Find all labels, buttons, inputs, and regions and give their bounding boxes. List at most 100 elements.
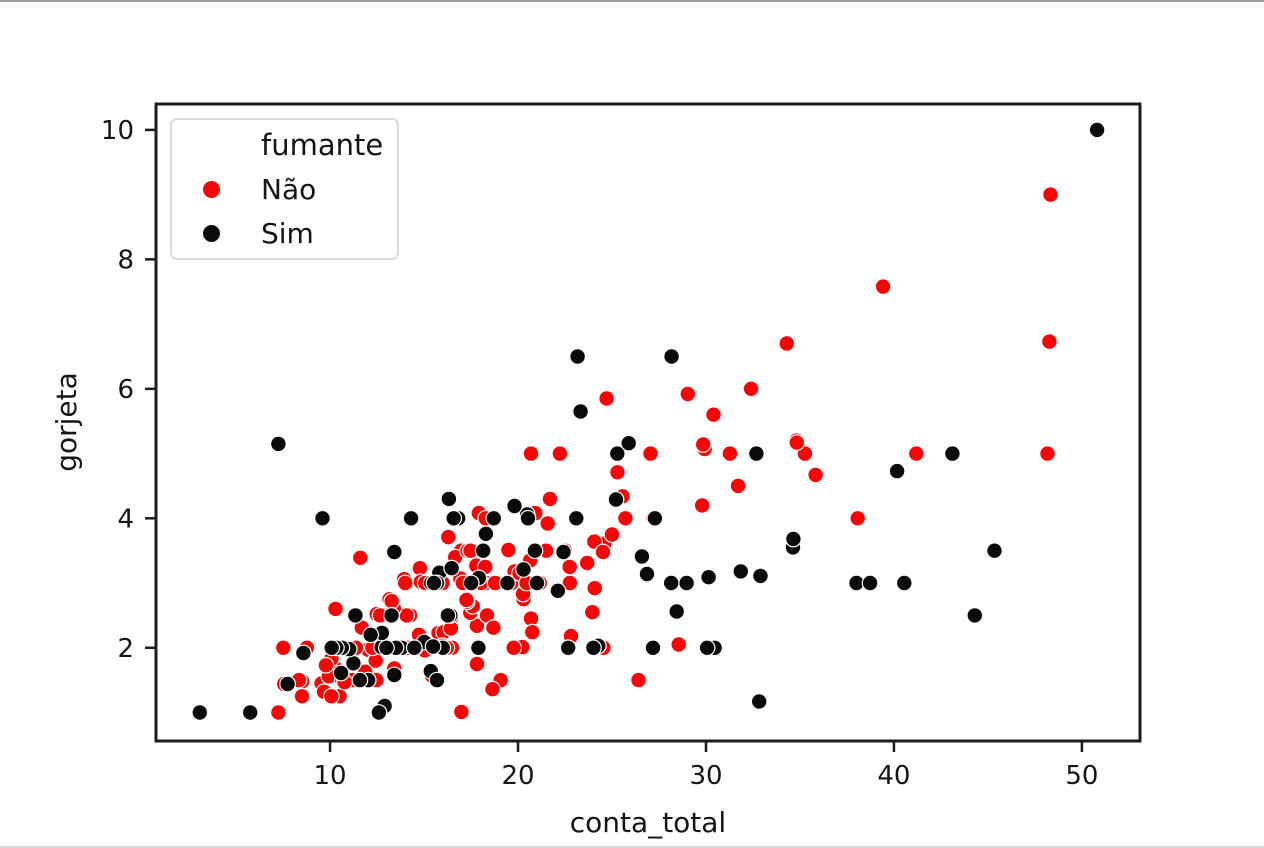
data-point (500, 541, 517, 559)
data-point (1042, 186, 1059, 204)
x-axis-label: conta_total (570, 806, 726, 839)
x-tick-label: 20 (501, 761, 534, 791)
legend-title: fumante (261, 128, 384, 162)
data-point (569, 348, 586, 365)
data-point (752, 567, 769, 585)
data-point (668, 603, 686, 620)
data-point (874, 278, 892, 296)
data-point (462, 574, 480, 592)
data-point (191, 704, 209, 721)
data-point (295, 644, 312, 662)
x-tick-label: 30 (689, 761, 722, 791)
data-point (861, 574, 879, 592)
data-point (678, 574, 695, 592)
data-point (505, 639, 523, 657)
data-point (506, 497, 523, 515)
data-points (191, 121, 1106, 721)
data-point (385, 666, 403, 684)
data-point (440, 490, 458, 508)
data-point (474, 542, 492, 560)
data-point (405, 639, 423, 657)
data-point (468, 617, 486, 635)
data-point (523, 623, 541, 641)
data-point (732, 563, 750, 580)
data-point (515, 561, 532, 578)
data-point (323, 687, 340, 705)
data-point (347, 607, 364, 624)
data-point (785, 530, 802, 548)
data-point (662, 574, 680, 592)
data-point (519, 509, 537, 527)
data-point (679, 385, 697, 403)
data-point (522, 445, 540, 463)
data-point (663, 348, 680, 365)
data-point (539, 515, 557, 532)
data-point (698, 639, 716, 657)
data-point (585, 639, 602, 657)
x-tick-label: 40 (877, 761, 910, 791)
data-point (895, 574, 913, 592)
data-point (603, 526, 621, 543)
bottom-edge-artifact (0, 846, 1264, 848)
x-tick-label: 50 (1065, 761, 1098, 791)
plot-area (154, 102, 1142, 743)
data-point (351, 671, 369, 689)
data-point (807, 466, 824, 484)
data-point (428, 671, 446, 689)
y-axis-label: gorjeta (50, 372, 83, 472)
data-point (849, 509, 867, 527)
data-point (551, 445, 569, 463)
data-point (705, 406, 722, 424)
data-point (1088, 121, 1106, 139)
data-point (402, 509, 420, 527)
y-tick-label: 10 (101, 116, 134, 146)
y-tick-label: 2 (117, 634, 134, 664)
data-point (630, 671, 647, 689)
data-point (608, 445, 626, 463)
data-point (439, 528, 457, 546)
data-point (646, 509, 664, 527)
data-point (458, 591, 475, 609)
data-point (383, 592, 401, 610)
data-point (468, 655, 486, 673)
data-point (620, 434, 638, 452)
data-point (598, 390, 615, 407)
data-point (721, 445, 739, 463)
top-edge-artifact (0, 0, 1264, 2)
data-point (607, 491, 625, 508)
data-point (499, 574, 516, 592)
data-point (549, 582, 567, 600)
y-tick-label: 4 (117, 504, 134, 534)
data-point (567, 509, 585, 527)
data-point (362, 626, 380, 644)
legend-entry-nao: Não (172, 167, 397, 211)
data-point (1040, 333, 1058, 351)
data-point (270, 435, 287, 453)
data-point (351, 549, 369, 567)
legend-label-nao: Não (261, 172, 317, 206)
data-point (638, 565, 656, 583)
legend-label-sim: Sim (261, 216, 314, 250)
data-point (694, 436, 712, 453)
data-point (425, 574, 443, 592)
data-point (485, 509, 503, 527)
data-point (484, 680, 501, 698)
data-point (383, 607, 400, 624)
data-point (541, 490, 559, 508)
data-point (317, 656, 335, 674)
data-point (748, 445, 765, 463)
data-point (578, 554, 596, 572)
data-point (528, 574, 546, 592)
data-point (332, 664, 350, 682)
data-point (378, 639, 395, 657)
data-point (1039, 445, 1056, 463)
data-point (445, 509, 463, 527)
nao-marker-icon (203, 180, 220, 198)
data-point (729, 477, 747, 495)
data-point (443, 559, 461, 577)
sim-marker-icon (203, 224, 220, 242)
y-tick-label: 8 (117, 245, 134, 275)
data-point (279, 675, 297, 693)
data-point (293, 687, 311, 705)
